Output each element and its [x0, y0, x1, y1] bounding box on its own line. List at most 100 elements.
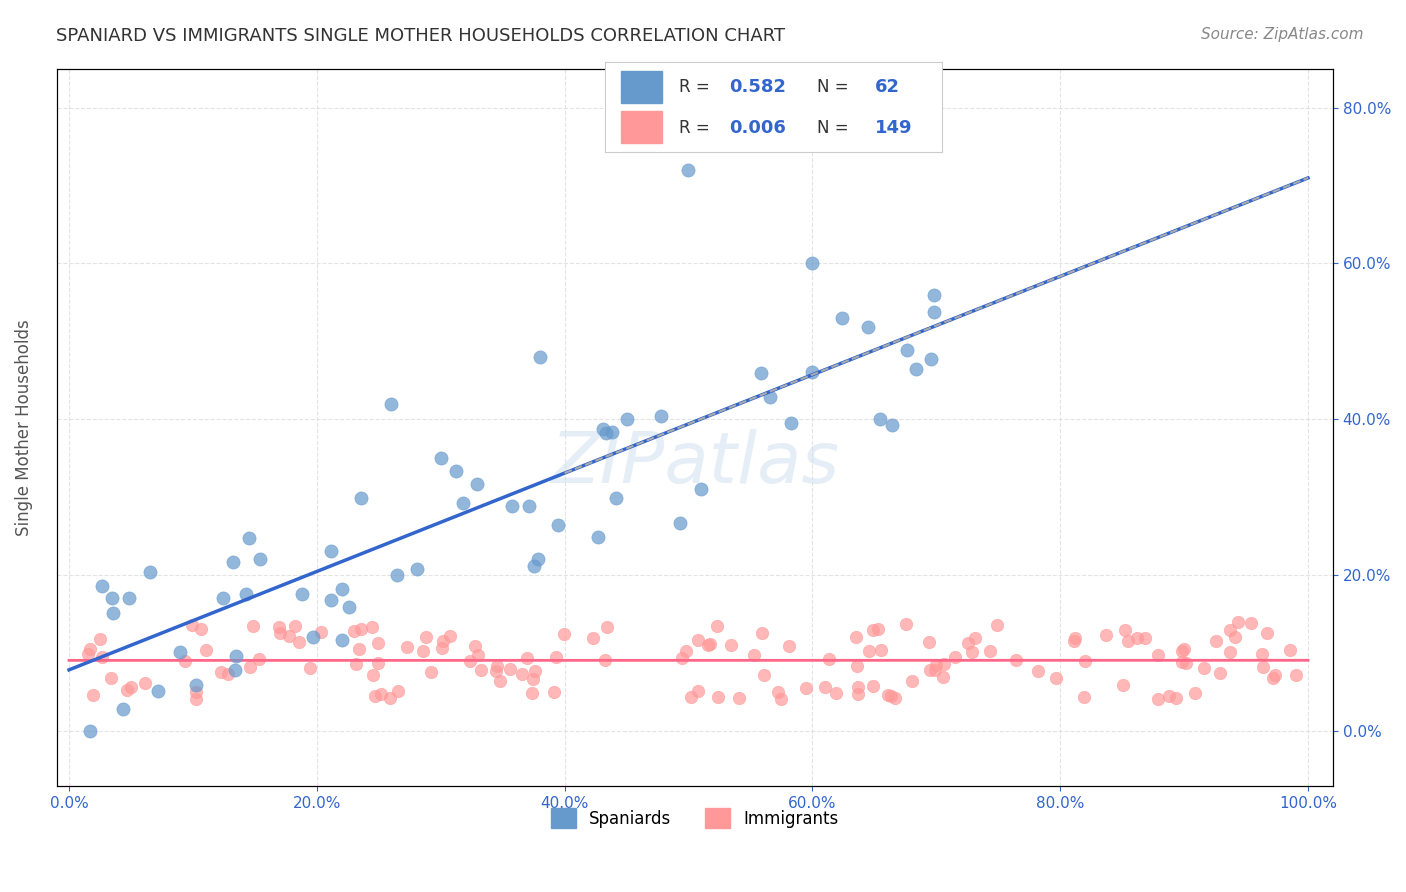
Point	[343, 624, 366, 638]
Text: R =: R =	[679, 78, 714, 96]
Point	[868, 623, 890, 637]
Point	[862, 623, 884, 637]
Point	[225, 649, 247, 664]
Point	[238, 532, 260, 546]
Point	[235, 587, 257, 601]
Point	[347, 641, 370, 656]
Point	[430, 640, 453, 655]
Point	[904, 362, 927, 376]
Point	[595, 620, 617, 634]
Point	[932, 670, 955, 684]
Point	[284, 618, 307, 632]
Text: 0.006: 0.006	[730, 119, 786, 136]
Point	[101, 606, 124, 620]
Point	[517, 499, 540, 513]
Point	[870, 643, 893, 657]
Point	[920, 352, 942, 367]
Point	[880, 418, 903, 433]
Point	[1209, 666, 1232, 681]
Point	[209, 665, 232, 680]
Point	[332, 633, 354, 648]
Point	[844, 630, 866, 644]
Point	[1004, 653, 1026, 667]
Point	[1095, 628, 1118, 642]
Point	[267, 620, 290, 634]
Point	[217, 666, 239, 681]
Point	[848, 687, 870, 701]
Point	[387, 684, 409, 698]
Point	[291, 587, 314, 601]
Point	[432, 634, 454, 648]
Point	[194, 643, 217, 657]
Text: N =: N =	[817, 119, 853, 136]
Point	[529, 350, 551, 364]
Point	[616, 412, 638, 426]
Point	[1112, 678, 1135, 692]
Point	[249, 552, 271, 566]
Point	[222, 555, 245, 569]
Point	[1263, 671, 1285, 685]
Point	[779, 416, 801, 430]
Point	[1253, 659, 1275, 673]
Point	[1073, 690, 1095, 704]
Point	[224, 663, 246, 677]
Point	[1279, 643, 1302, 657]
Point	[1285, 668, 1308, 682]
Point	[553, 627, 575, 641]
Point	[1226, 615, 1249, 629]
Point	[134, 676, 156, 690]
Point	[406, 562, 429, 576]
Point	[186, 691, 208, 706]
Point	[488, 673, 510, 688]
Point	[1114, 623, 1136, 637]
Point	[678, 162, 700, 177]
Point	[720, 638, 742, 652]
Point	[1251, 647, 1274, 661]
Point	[1171, 643, 1194, 657]
Point	[242, 619, 264, 633]
Point	[884, 690, 907, 705]
Point	[212, 591, 235, 606]
Point	[595, 653, 617, 667]
Point	[278, 629, 301, 643]
Point	[118, 591, 141, 605]
Point	[801, 256, 824, 270]
Point	[880, 690, 903, 704]
Point	[100, 671, 122, 685]
FancyBboxPatch shape	[621, 112, 662, 143]
Point	[139, 565, 162, 579]
Point	[76, 648, 98, 662]
Point	[380, 397, 402, 411]
Point	[169, 644, 191, 658]
Point	[1064, 632, 1087, 646]
Point	[486, 659, 509, 673]
Point	[380, 690, 402, 705]
Point	[148, 684, 170, 698]
Point	[90, 650, 112, 665]
Point	[1256, 626, 1278, 640]
Text: 149: 149	[875, 119, 912, 136]
Point	[190, 623, 212, 637]
Point	[1159, 690, 1181, 704]
Point	[1223, 630, 1246, 644]
Point	[464, 639, 486, 653]
Point	[1164, 691, 1187, 706]
Point	[79, 642, 101, 657]
Point	[1026, 664, 1049, 678]
Point	[675, 644, 697, 658]
Point	[669, 516, 692, 530]
Point	[395, 640, 418, 654]
Point	[896, 343, 918, 358]
Point	[1174, 656, 1197, 670]
Point	[527, 551, 550, 566]
Point	[582, 631, 605, 645]
Point	[769, 692, 792, 706]
Point	[444, 464, 467, 478]
Point	[523, 559, 546, 574]
Point	[901, 673, 924, 688]
Point	[818, 652, 841, 666]
Point	[91, 579, 114, 593]
Point	[696, 638, 718, 652]
Point	[1240, 615, 1263, 630]
Point	[512, 667, 534, 681]
